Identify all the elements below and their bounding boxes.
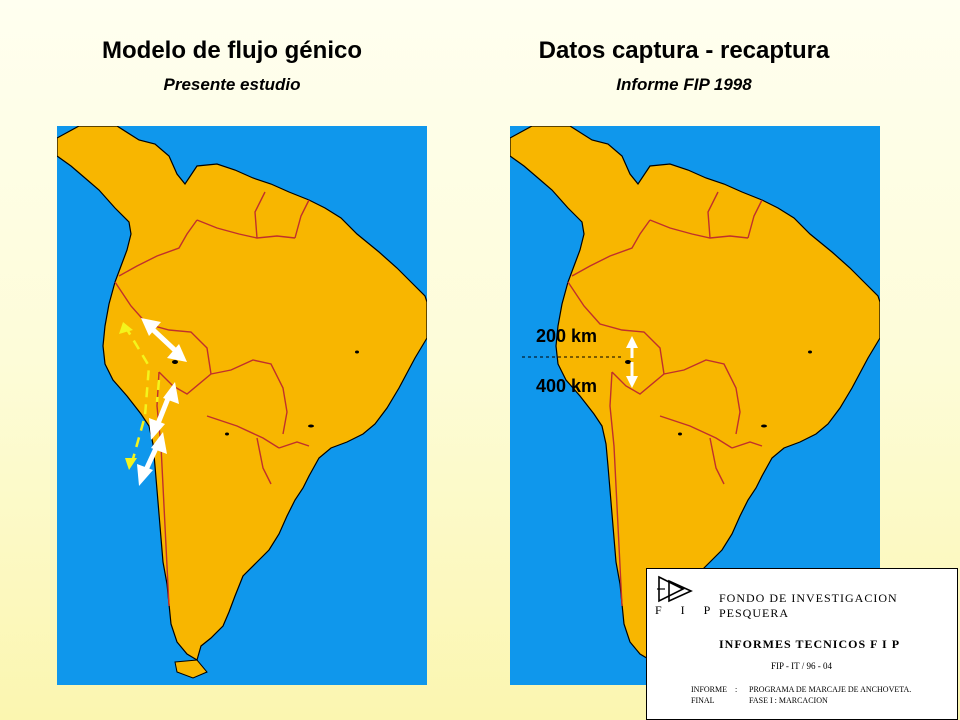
double-arrow-2: [149, 382, 179, 440]
row-1-value: PROGRAMA DE MARCAJE DE ANCHOVETA.: [749, 685, 912, 694]
distance-markers: [522, 336, 638, 388]
right-subtitle: Informe FIP 1998: [616, 75, 752, 94]
row-1-sep: :: [735, 685, 738, 694]
report-code: FIP - IT / 96 - 04: [771, 661, 833, 671]
fip-logo-icon: [657, 575, 693, 603]
gene-flow-arrows: [119, 318, 187, 486]
double-arrow-3: [137, 432, 167, 486]
distance-arrow-400: [626, 362, 638, 388]
left-map-svg: [57, 126, 427, 679]
south-america-landmass: [57, 126, 427, 679]
row-1-key: INFORME: [691, 685, 728, 694]
country-borders: [114, 191, 310, 607]
right-map-svg: [510, 126, 880, 661]
fip-report-card: F I P FONDO DE INVESTIGACION PESQUERA IN…: [646, 568, 958, 720]
row-2-key: FINAL: [691, 696, 715, 705]
report-series: INFORMES TECNICOS F I P: [719, 637, 901, 651]
double-arrows: [137, 318, 187, 486]
right-map: [510, 126, 880, 685]
left-heading: Modelo de flujo génico Presente estudio: [22, 37, 442, 95]
fip-logo-letters: F I P: [655, 603, 719, 617]
row-2-value: FASE I : MARCACION: [749, 696, 828, 705]
double-arrow-1: [141, 318, 187, 362]
right-title: Datos captura - recaptura: [538, 37, 830, 64]
right-heading: Datos captura - recaptura Informe FIP 19…: [474, 37, 894, 95]
left-subtitle: Presente estudio: [163, 75, 301, 94]
dashed-arrow-head-up: [119, 322, 133, 334]
distance-arrow-200: [626, 336, 638, 358]
dashed-arrow-line: [123, 325, 161, 467]
country-borders: [567, 191, 763, 607]
distance-label-400: 400 km: [536, 376, 598, 396]
dashed-arrow-head-down: [125, 458, 137, 470]
report-row-1: INFORME: PROGRAMA DE MARCAJE DE ANCHOVETA…: [691, 685, 911, 694]
report-row-2: FINAL FASE I : MARCACION: [691, 696, 828, 705]
distance-label-200: 200 km: [536, 326, 598, 346]
left-title: Modelo de flujo génico: [102, 37, 362, 64]
lakes: [172, 350, 359, 436]
organization-name: FONDO DE INVESTIGACION PESQUERA: [719, 591, 898, 620]
left-map: [57, 126, 427, 685]
lakes: [625, 350, 812, 436]
